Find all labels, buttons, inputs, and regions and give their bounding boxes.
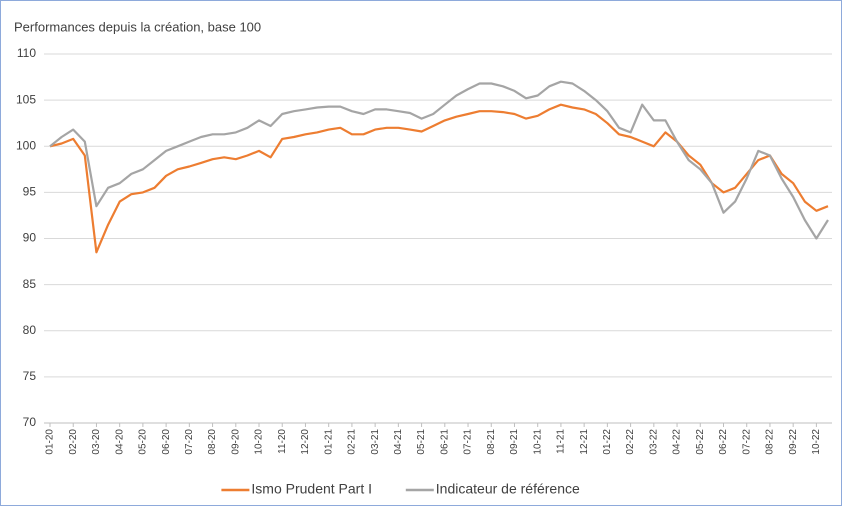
- x-tick-label: 05-22: [695, 429, 706, 455]
- x-tick-label: 03-22: [648, 429, 659, 455]
- x-tick-label: 10-20: [254, 429, 265, 455]
- x-tick-label: 06-21: [439, 429, 450, 455]
- x-tick-label: 06-22: [718, 429, 729, 455]
- x-tick-label: 07-21: [463, 429, 474, 455]
- y-tick-label: 75: [23, 369, 37, 383]
- x-tick-label: 08-21: [486, 429, 497, 455]
- x-tick-label: 03-21: [370, 429, 381, 455]
- x-tick-label: 04-21: [393, 429, 404, 455]
- x-tick-label: 08-22: [765, 429, 776, 455]
- x-tick-label: 12-20: [300, 429, 311, 455]
- series-line: [49, 80, 829, 240]
- x-tick-label: 06-20: [161, 429, 172, 455]
- y-tick-label: 85: [23, 277, 37, 291]
- x-tick-label: 11-20: [277, 429, 288, 454]
- x-tick-label: 03-20: [91, 429, 102, 455]
- x-tick-label: 04-20: [114, 429, 125, 455]
- chart-title: Performances depuis la création, base 10…: [14, 19, 261, 34]
- y-tick-label: 100: [16, 138, 36, 152]
- y-tick-label: 70: [23, 415, 37, 429]
- x-tick-label: 10-21: [532, 429, 543, 455]
- x-tick-label: 05-20: [138, 429, 149, 455]
- x-tick-label: 12-21: [579, 429, 590, 455]
- x-tick-label: 09-20: [230, 429, 241, 455]
- y-tick-label: 95: [23, 185, 37, 199]
- x-tick-label: 01-21: [323, 429, 334, 455]
- x-tick-label: 09-21: [509, 429, 520, 455]
- x-tick-label: 02-21: [347, 429, 358, 455]
- y-tick-label: 80: [23, 323, 37, 337]
- x-tick-label: 11-21: [556, 429, 567, 454]
- x-tick-label: 04-22: [672, 429, 683, 455]
- x-tick-label: 07-20: [184, 429, 195, 455]
- x-tick-label: 10-22: [811, 429, 822, 455]
- series-line: [49, 103, 829, 254]
- x-tick-label: 08-20: [207, 429, 218, 455]
- y-tick-label: 90: [23, 231, 37, 245]
- y-tick-label: 105: [16, 92, 36, 106]
- legend-label: Indicateur de référence: [436, 481, 580, 497]
- x-tick-label: 02-22: [625, 429, 636, 455]
- x-tick-label: 01-20: [45, 429, 56, 455]
- y-tick-label: 110: [17, 46, 36, 60]
- x-tick-label: 05-21: [416, 429, 427, 455]
- x-tick-label: 01-22: [602, 429, 613, 455]
- x-tick-label: 09-22: [788, 429, 799, 455]
- x-tick-label: 02-20: [68, 429, 79, 455]
- x-tick-label: 07-22: [741, 429, 752, 455]
- legend-label: Ismo Prudent Part I: [251, 481, 372, 497]
